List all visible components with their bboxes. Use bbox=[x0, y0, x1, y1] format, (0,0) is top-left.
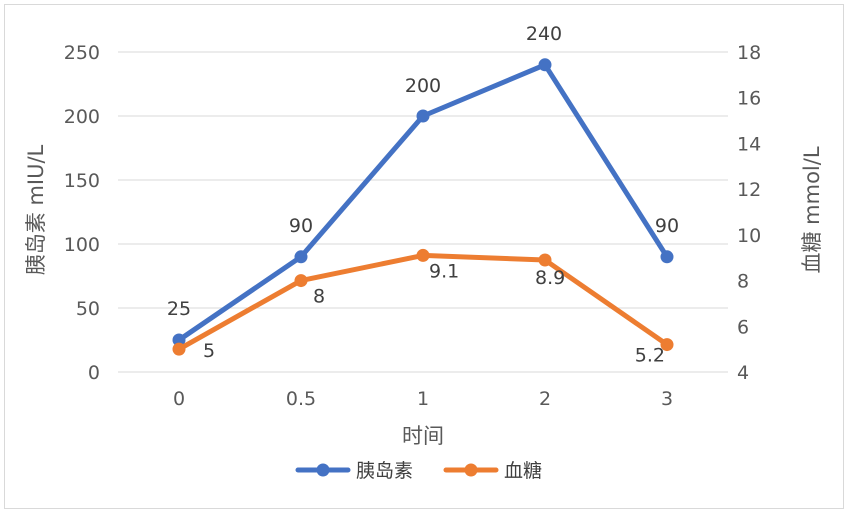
x-tick-label: 2 bbox=[539, 388, 551, 410]
data-point bbox=[416, 109, 430, 123]
y-right-tick-label: 10 bbox=[737, 225, 761, 247]
y-left-tick-label: 200 bbox=[64, 106, 100, 128]
legend-swatch-marker bbox=[316, 463, 330, 477]
data-point bbox=[660, 338, 674, 352]
data-label: 90 bbox=[289, 215, 313, 237]
y-right-tick-label: 4 bbox=[737, 362, 749, 384]
y-left-tick-label: 100 bbox=[64, 234, 100, 256]
data-label: 25 bbox=[167, 298, 191, 320]
y-right-tick-label: 18 bbox=[737, 42, 761, 64]
data-label: 200 bbox=[405, 75, 441, 97]
y-axis-left-title: 胰岛素 mIU/L bbox=[24, 144, 48, 275]
data-labels: 25 90 200 240 90 5 8 9.1 8.9 5.2 bbox=[167, 23, 679, 367]
y-left-tick-label: 0 bbox=[88, 362, 100, 384]
data-label: 90 bbox=[655, 215, 679, 237]
data-point bbox=[416, 248, 430, 262]
data-point bbox=[172, 342, 186, 356]
left-axis-ticks: 0 50 100 150 200 250 bbox=[64, 42, 100, 384]
y-right-tick-label: 8 bbox=[737, 271, 749, 293]
series-lines bbox=[172, 58, 674, 356]
data-point bbox=[660, 250, 674, 264]
legend-label: 血糖 bbox=[504, 460, 542, 482]
x-tick-label: 0.5 bbox=[286, 388, 316, 410]
data-label: 9.1 bbox=[429, 260, 459, 282]
data-point bbox=[172, 333, 186, 347]
data-label: 5.2 bbox=[635, 345, 665, 367]
legend: 胰岛素 血糖 bbox=[295, 460, 542, 482]
legend-swatch-marker bbox=[464, 463, 478, 477]
data-point bbox=[294, 274, 308, 288]
x-axis-title: 时间 bbox=[402, 424, 444, 448]
legend-label: 胰岛素 bbox=[356, 460, 413, 482]
data-label: 8 bbox=[313, 286, 325, 308]
x-tick-label: 0 bbox=[173, 388, 185, 410]
data-label: 240 bbox=[526, 23, 562, 45]
y-left-tick-label: 150 bbox=[64, 170, 100, 192]
y-right-tick-label: 14 bbox=[737, 133, 761, 155]
x-tick-label: 1 bbox=[417, 388, 429, 410]
x-axis-ticks: 0 0.5 1 2 3 bbox=[173, 388, 673, 410]
x-tick-label: 3 bbox=[661, 388, 673, 410]
right-axis-ticks: 4 6 8 10 12 14 16 18 bbox=[737, 42, 761, 384]
y-left-tick-label: 250 bbox=[64, 42, 100, 64]
y-right-tick-label: 16 bbox=[737, 88, 761, 110]
data-point bbox=[538, 58, 552, 72]
data-point bbox=[294, 250, 308, 264]
y-right-tick-label: 6 bbox=[737, 316, 749, 338]
y-axis-right-title: 血糖 mmol/L bbox=[800, 146, 824, 273]
y-left-tick-label: 50 bbox=[76, 298, 100, 320]
y-right-tick-label: 12 bbox=[737, 179, 761, 201]
data-label: 8.9 bbox=[535, 267, 565, 289]
data-point bbox=[538, 253, 552, 267]
data-label: 5 bbox=[203, 340, 215, 362]
